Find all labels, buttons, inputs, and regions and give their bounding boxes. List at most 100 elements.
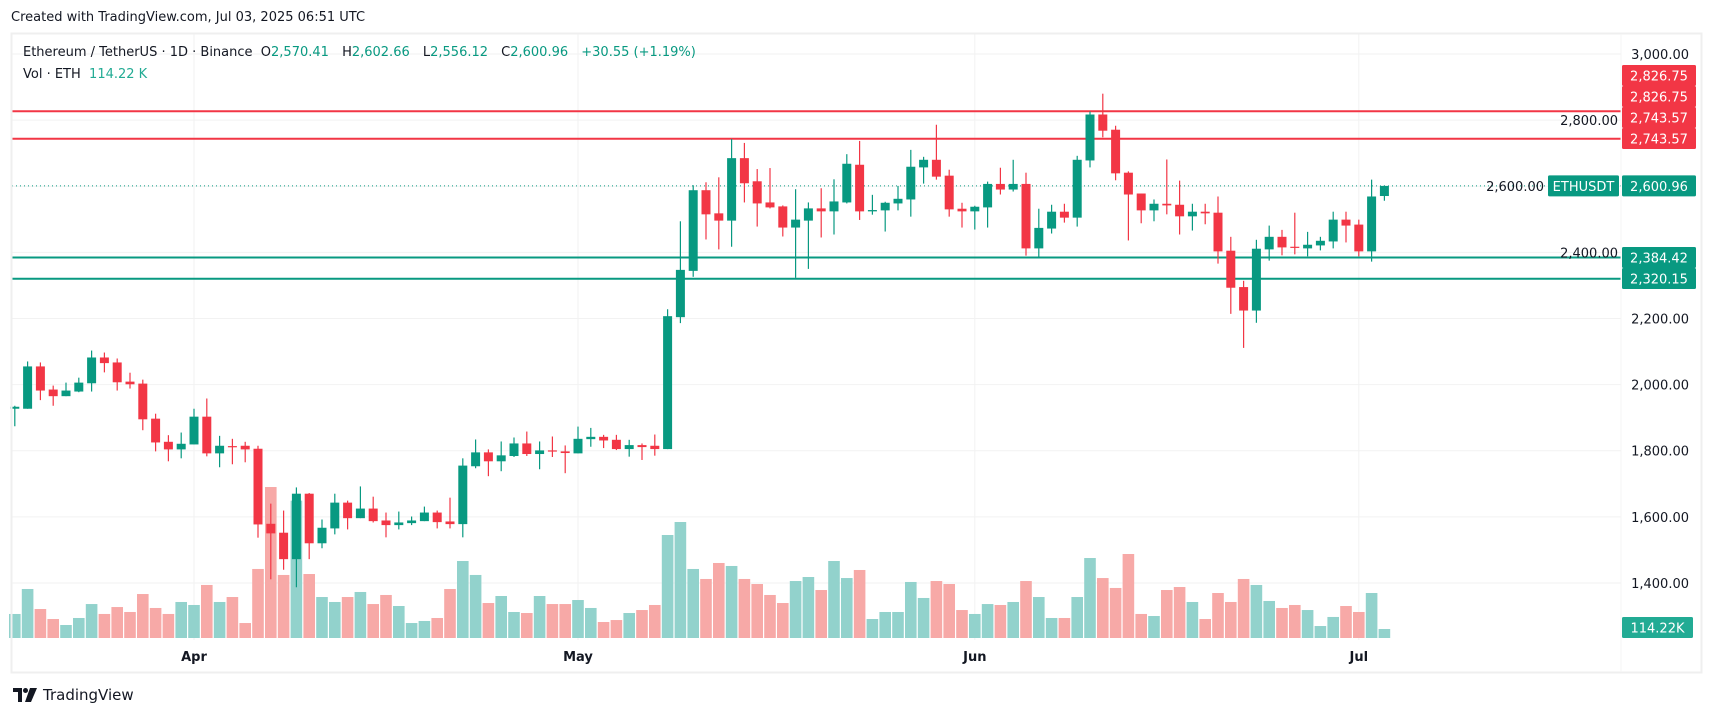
volume-bar <box>1084 558 1096 638</box>
volume-bar <box>789 581 802 638</box>
volume-bar <box>9 613 21 638</box>
symbol-price-tag-bg <box>1548 175 1619 197</box>
candle-body <box>983 183 993 208</box>
level-price-label-bg <box>1622 65 1696 86</box>
candle-body <box>87 357 97 384</box>
volume-bar <box>892 611 904 638</box>
price-tick-label: 2,200.00 <box>1631 312 1689 327</box>
candle-body <box>611 439 621 450</box>
candle-body <box>1290 246 1300 248</box>
volume-bar <box>47 619 59 638</box>
candle-body <box>650 445 660 450</box>
candle-body <box>701 190 711 215</box>
candle-body <box>586 436 596 440</box>
date-tick-label: Jun <box>962 650 986 665</box>
candle-body <box>1149 203 1159 211</box>
candle-body <box>10 406 20 409</box>
tradingview-logo[interactable]: TradingView <box>13 686 134 704</box>
low-value: 2,556.12 <box>430 45 489 60</box>
volume-bar <box>226 597 239 638</box>
volume-bar <box>585 607 597 638</box>
tradingview-logo-icon <box>13 688 37 702</box>
volume-bar <box>546 604 559 638</box>
candle-body <box>202 416 212 454</box>
volume-bar <box>1058 617 1071 638</box>
candle-body <box>163 441 173 450</box>
volume-bar <box>661 535 674 638</box>
volume-bar <box>1186 601 1199 638</box>
candle-body <box>240 445 250 450</box>
volume-bar <box>1250 584 1263 638</box>
last-volume-label: 114.22K <box>1630 622 1684 637</box>
volume-bar <box>1276 607 1288 638</box>
volume-bar <box>649 604 661 638</box>
candle-body <box>1213 212 1223 252</box>
volume-bar <box>393 606 405 638</box>
candle-body <box>1354 224 1364 252</box>
volume-bar <box>687 568 699 638</box>
candle-body <box>112 362 122 383</box>
candle-body <box>471 452 481 467</box>
candle-body <box>1303 244 1313 249</box>
volume-bar <box>1199 619 1211 638</box>
volume-bar <box>674 522 687 638</box>
candle-body <box>1111 129 1121 174</box>
volume-bar <box>469 574 482 638</box>
level-price-label-bg <box>1622 247 1696 269</box>
symbol-title[interactable]: Ethereum / TetherUS · 1D · Binance <box>23 45 253 60</box>
candle-body <box>407 520 417 524</box>
volume-bar <box>1161 590 1173 638</box>
volume-bar <box>815 590 827 638</box>
candle-body <box>893 198 903 204</box>
candle-body <box>599 436 609 441</box>
volume-label[interactable]: Vol · ETH <box>23 67 81 82</box>
volume-bar <box>149 607 162 638</box>
volume-bar <box>380 594 392 638</box>
volume-bar <box>482 603 495 638</box>
chart-frame <box>10 32 1703 674</box>
volume-bar <box>802 577 815 638</box>
candle-body <box>343 502 353 519</box>
level-price-label: 2,320.15 <box>1630 273 1688 288</box>
last-volume-label-bg <box>1622 617 1693 638</box>
volume-bar <box>738 578 751 638</box>
volume-bar <box>1109 587 1122 638</box>
volume-bar <box>367 604 379 638</box>
high-value: 2,602.66 <box>351 45 410 60</box>
candle-body <box>304 493 314 544</box>
candle-body <box>1123 172 1133 195</box>
volume-bar <box>175 601 187 638</box>
candle-body <box>317 527 327 544</box>
candle-body <box>803 208 813 221</box>
volume-bar <box>828 561 840 638</box>
volume-bar <box>213 601 226 638</box>
candle-body <box>842 163 852 203</box>
volume-bar <box>431 617 443 638</box>
volume-bar <box>137 594 149 638</box>
volume-bar <box>239 623 251 638</box>
price-tick-label: 1,800.00 <box>1631 445 1689 460</box>
candle-body <box>215 445 225 454</box>
candle-body <box>458 465 468 525</box>
volume-bar <box>1353 611 1365 638</box>
volume-bar <box>508 611 520 638</box>
date-tick-label: Apr <box>181 650 207 665</box>
date-tick-label: Jul <box>1349 650 1369 665</box>
candle-body <box>483 452 493 462</box>
candle-body <box>99 357 109 364</box>
volume-bar <box>751 584 763 638</box>
volume-bar <box>713 562 725 638</box>
candle-body <box>573 438 583 454</box>
level-price-label-bg <box>1622 107 1696 128</box>
candle-body <box>995 183 1005 190</box>
volume-bar <box>917 597 930 638</box>
candle-body <box>368 508 378 522</box>
candle-body <box>778 206 788 228</box>
candle-body <box>688 190 698 271</box>
candle-body <box>1136 193 1146 211</box>
volume-bar <box>994 604 1007 638</box>
volume-bar <box>1378 628 1391 638</box>
candle-body <box>739 158 749 184</box>
candle-body <box>355 508 365 519</box>
